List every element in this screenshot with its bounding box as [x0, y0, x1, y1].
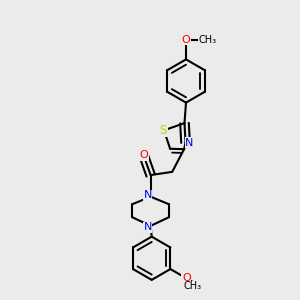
Text: O: O [182, 273, 191, 283]
Text: N: N [185, 138, 194, 148]
Text: O: O [140, 150, 148, 160]
Text: S: S [160, 124, 167, 137]
Text: O: O [182, 34, 190, 44]
Text: CH₃: CH₃ [184, 281, 202, 291]
Text: CH₃: CH₃ [199, 34, 217, 44]
Text: N: N [143, 190, 152, 200]
Text: N: N [143, 222, 152, 233]
